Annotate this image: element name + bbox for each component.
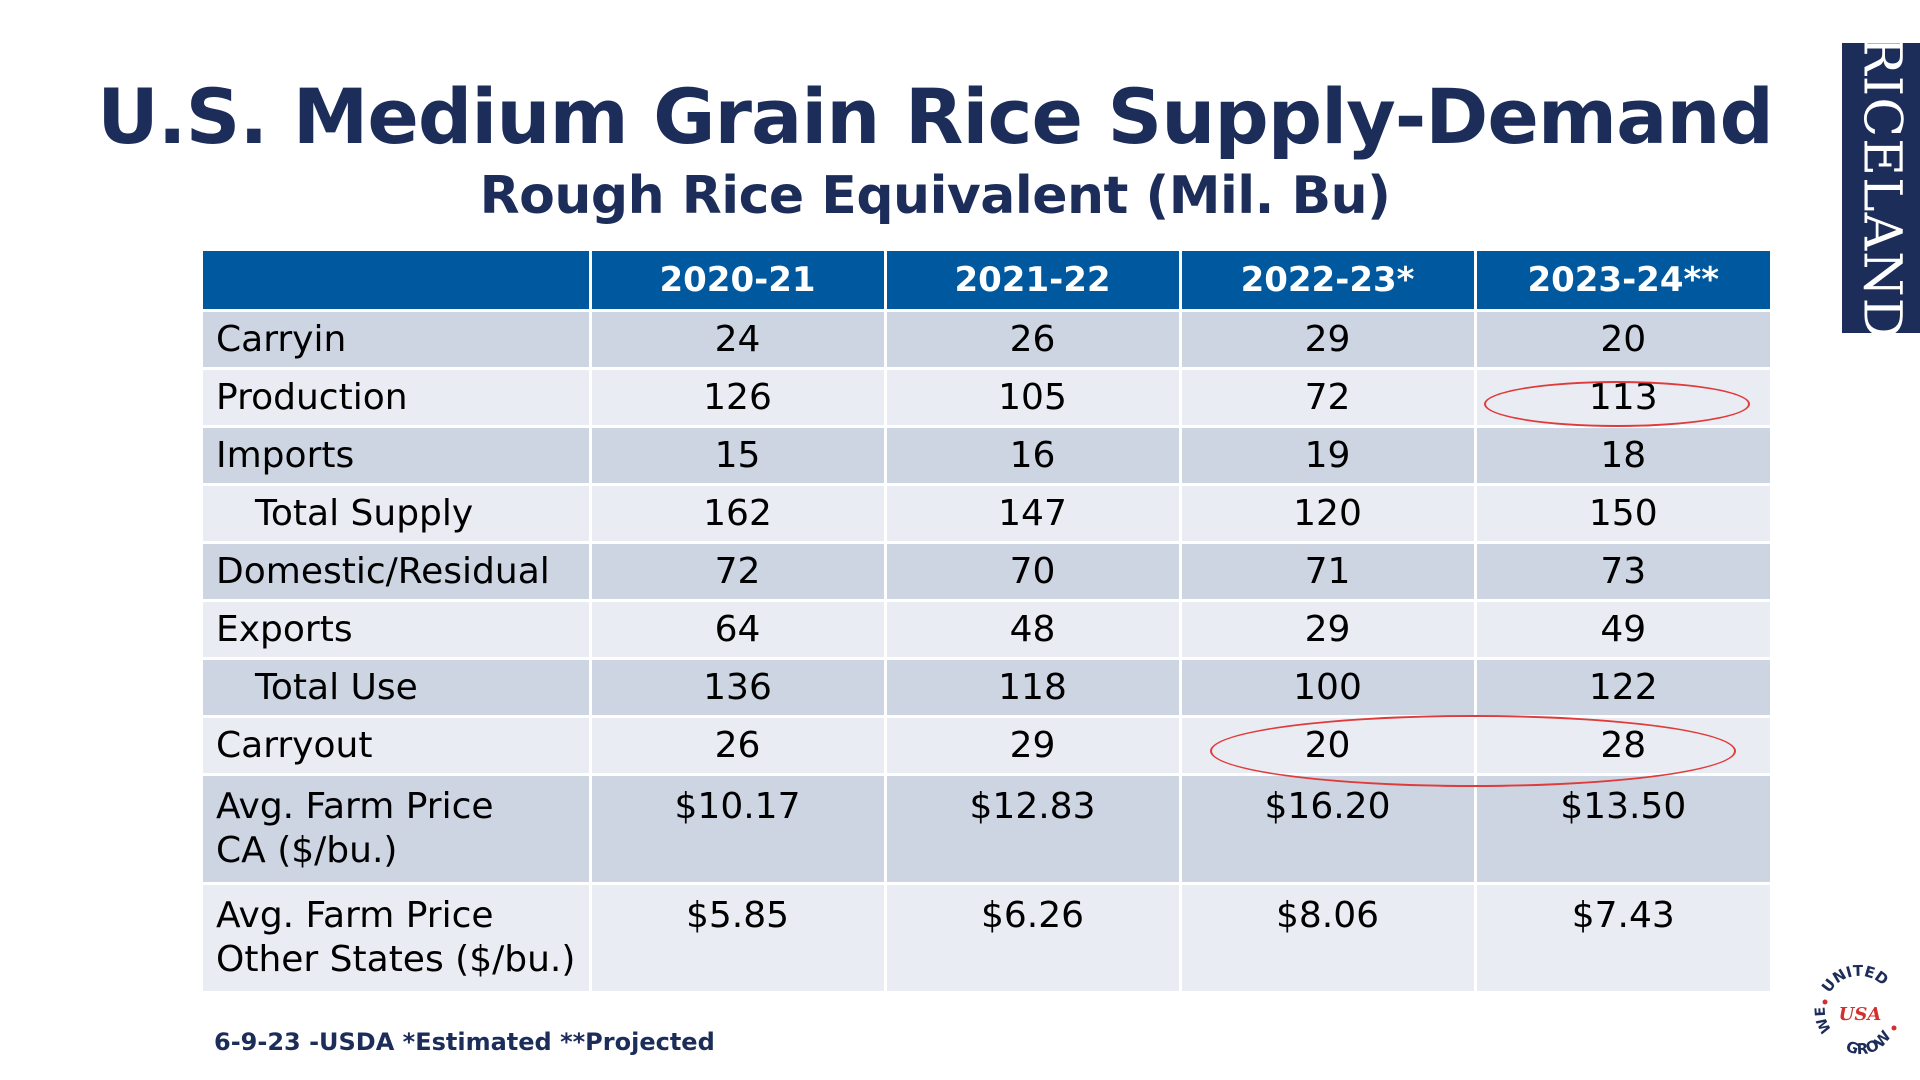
header-2021-22: 2021-22 — [885, 251, 1182, 312]
table-cell: 162 — [590, 484, 887, 544]
row-label: Imports — [203, 426, 592, 486]
table-cell: 147 — [885, 484, 1182, 544]
row-label: Domestic/Residual — [203, 542, 592, 602]
table-row: Imports 15 16 19 18 — [203, 426, 1770, 486]
header-2020-21: 2020-21 — [590, 251, 887, 312]
badge-top-text: UNITED — [1818, 962, 1892, 996]
table-cell: 126 — [590, 368, 887, 428]
table-cell: 100 — [1180, 658, 1477, 718]
table-row: Carryin 24 26 29 20 — [203, 310, 1770, 370]
row-label: Avg. Farm Price CA ($/bu.) — [203, 774, 592, 885]
header-2023-24: 2023-24** — [1475, 251, 1770, 312]
table-cell: 20 — [1180, 716, 1477, 776]
table-row: Avg. Farm Price CA ($/bu.) $10.17 $12.83 … — [203, 774, 1770, 885]
table-cell: $5.85 — [590, 883, 887, 994]
badge-center-text: USA — [1839, 1004, 1882, 1025]
header-label-cell — [203, 251, 592, 312]
table-cell: 105 — [885, 368, 1182, 428]
table-row: Production 126 105 72 113 — [203, 368, 1770, 428]
row-label-line2: CA ($/bu.) — [216, 830, 398, 871]
table-cell: 113 — [1475, 368, 1770, 428]
table-cell: 16 — [885, 426, 1182, 486]
source-footnote: 6-9-23 -USDA *Estimated **Projected — [214, 1028, 715, 1056]
row-label: Exports — [203, 600, 592, 660]
row-label: Avg. Farm Price Other States ($/bu.) — [203, 883, 592, 994]
table-cell: 150 — [1475, 484, 1770, 544]
table-cell: $10.17 — [590, 774, 887, 885]
united-we-grow-badge: UNITED GROW WE USA — [1813, 962, 1897, 1059]
table-cell: 71 — [1180, 542, 1477, 602]
row-label: Total Supply — [203, 484, 592, 544]
row-label: Carryout — [203, 716, 592, 776]
row-label: Total Use — [203, 658, 592, 718]
table-cell: 64 — [590, 600, 887, 660]
table-cell: 49 — [1475, 600, 1770, 660]
table-cell: 73 — [1475, 542, 1770, 602]
riceland-logo: RICELAND — [1842, 36, 1920, 340]
badge-bottom-text: GROW — [1844, 1027, 1895, 1059]
table-cell: $13.50 — [1475, 774, 1770, 885]
table-row: Domestic/Residual 72 70 71 73 — [203, 542, 1770, 602]
table-cell: 28 — [1475, 716, 1770, 776]
table-header-row: 2020-21 2021-22 2022-23* 2023-24** — [203, 251, 1770, 312]
table-cell: 29 — [1180, 310, 1477, 370]
table-cell: $6.26 — [885, 883, 1182, 994]
table-cell: 48 — [885, 600, 1182, 660]
table-cell: 120 — [1180, 484, 1477, 544]
table-cell: 72 — [590, 542, 887, 602]
table-row: Total Supply 162 147 120 150 — [203, 484, 1770, 544]
table-cell: 136 — [590, 658, 887, 718]
table-cell: 18 — [1475, 426, 1770, 486]
table-cell: $16.20 — [1180, 774, 1477, 885]
badge-dot — [1822, 999, 1828, 1005]
table-cell: 15 — [590, 426, 887, 486]
row-label-line1: Avg. Farm Price — [216, 786, 494, 827]
table-cell: $7.43 — [1475, 883, 1770, 994]
row-label-line1: Avg. Farm Price — [216, 895, 494, 936]
row-label: Production — [203, 368, 592, 428]
table-cell: 29 — [1180, 600, 1477, 660]
slide-title: U.S. Medium Grain Rice Supply-Demand — [97, 72, 1774, 161]
table-cell: 26 — [885, 310, 1182, 370]
table-cell: 19 — [1180, 426, 1477, 486]
table-cell: $12.83 — [885, 774, 1182, 885]
logo-text: RICELAND — [1851, 35, 1911, 341]
supply-demand-table: 2020-21 2021-22 2022-23* 2023-24** Carry… — [203, 251, 1770, 994]
header-2022-23: 2022-23* — [1180, 251, 1477, 312]
table-cell: 20 — [1475, 310, 1770, 370]
badge-left-text: WE — [1813, 1006, 1835, 1035]
row-label: Carryin — [203, 310, 592, 370]
table-row: Exports 64 48 29 49 — [203, 600, 1770, 660]
table-row: Total Use 136 118 100 122 — [203, 658, 1770, 718]
table-cell: 122 — [1475, 658, 1770, 718]
badge-dot — [1891, 1025, 1897, 1031]
table-row: Avg. Farm Price Other States ($/bu.) $5.8… — [203, 883, 1770, 994]
slide-subtitle: Rough Rice Equivalent (Mil. Bu) — [479, 166, 1391, 226]
table-cell: 70 — [885, 542, 1182, 602]
row-label-line2: Other States ($/bu.) — [216, 939, 576, 980]
table-cell: 24 — [590, 310, 887, 370]
table-cell: 72 — [1180, 368, 1477, 428]
table-cell: 29 — [885, 716, 1182, 776]
table-cell: 26 — [590, 716, 887, 776]
table-cell: $8.06 — [1180, 883, 1477, 994]
table-row: Carryout 26 29 20 28 — [203, 716, 1770, 776]
table-cell: 118 — [885, 658, 1182, 718]
